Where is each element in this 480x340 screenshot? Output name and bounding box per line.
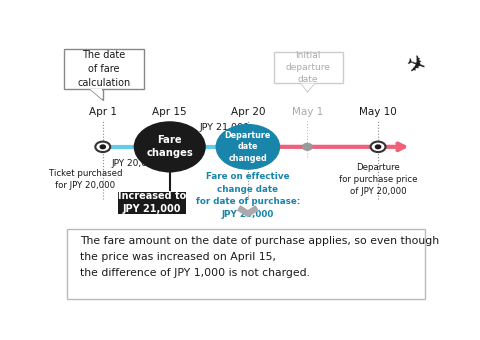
Circle shape [302, 143, 312, 150]
Text: The date
of fare
calculation: The date of fare calculation [77, 50, 131, 88]
Polygon shape [90, 89, 103, 100]
Circle shape [100, 145, 106, 149]
Circle shape [375, 145, 381, 149]
Text: May 1: May 1 [292, 107, 323, 117]
Text: Apr 1: Apr 1 [89, 107, 117, 117]
Text: Departure
for purchase price
of JPY 20,000: Departure for purchase price of JPY 20,0… [339, 163, 417, 195]
Polygon shape [301, 84, 314, 91]
Text: Increased to
JPY 21,000: Increased to JPY 21,000 [118, 191, 186, 215]
Circle shape [96, 141, 110, 152]
Polygon shape [90, 89, 102, 99]
Polygon shape [301, 83, 315, 92]
FancyBboxPatch shape [67, 229, 424, 299]
Text: Fare
changes: Fare changes [146, 135, 193, 158]
FancyBboxPatch shape [64, 49, 144, 89]
Text: JPY 21,000: JPY 21,000 [200, 123, 250, 132]
Text: The fare amount on the date of purchase applies, so even though
the price was in: The fare amount on the date of purchase … [81, 236, 440, 278]
Circle shape [371, 141, 385, 152]
FancyBboxPatch shape [274, 52, 343, 83]
Circle shape [216, 124, 279, 169]
Text: ✈: ✈ [402, 51, 429, 80]
Text: Departure
date
changed: Departure date changed [225, 131, 271, 163]
Text: May 10: May 10 [359, 107, 397, 117]
Text: Fare on effective
change date
for date of purchase:
JPY 20,000: Fare on effective change date for date o… [196, 172, 300, 219]
Circle shape [134, 122, 205, 172]
Text: Initial
departure
date: Initial departure date [286, 51, 331, 84]
Text: Apr 20: Apr 20 [230, 107, 265, 117]
Polygon shape [166, 168, 173, 172]
FancyBboxPatch shape [118, 192, 186, 214]
Text: Ticket purchased
for JPY 20,000: Ticket purchased for JPY 20,000 [48, 169, 122, 190]
Text: Apr 15: Apr 15 [153, 107, 187, 117]
Text: JPY 20,000: JPY 20,000 [111, 159, 159, 168]
